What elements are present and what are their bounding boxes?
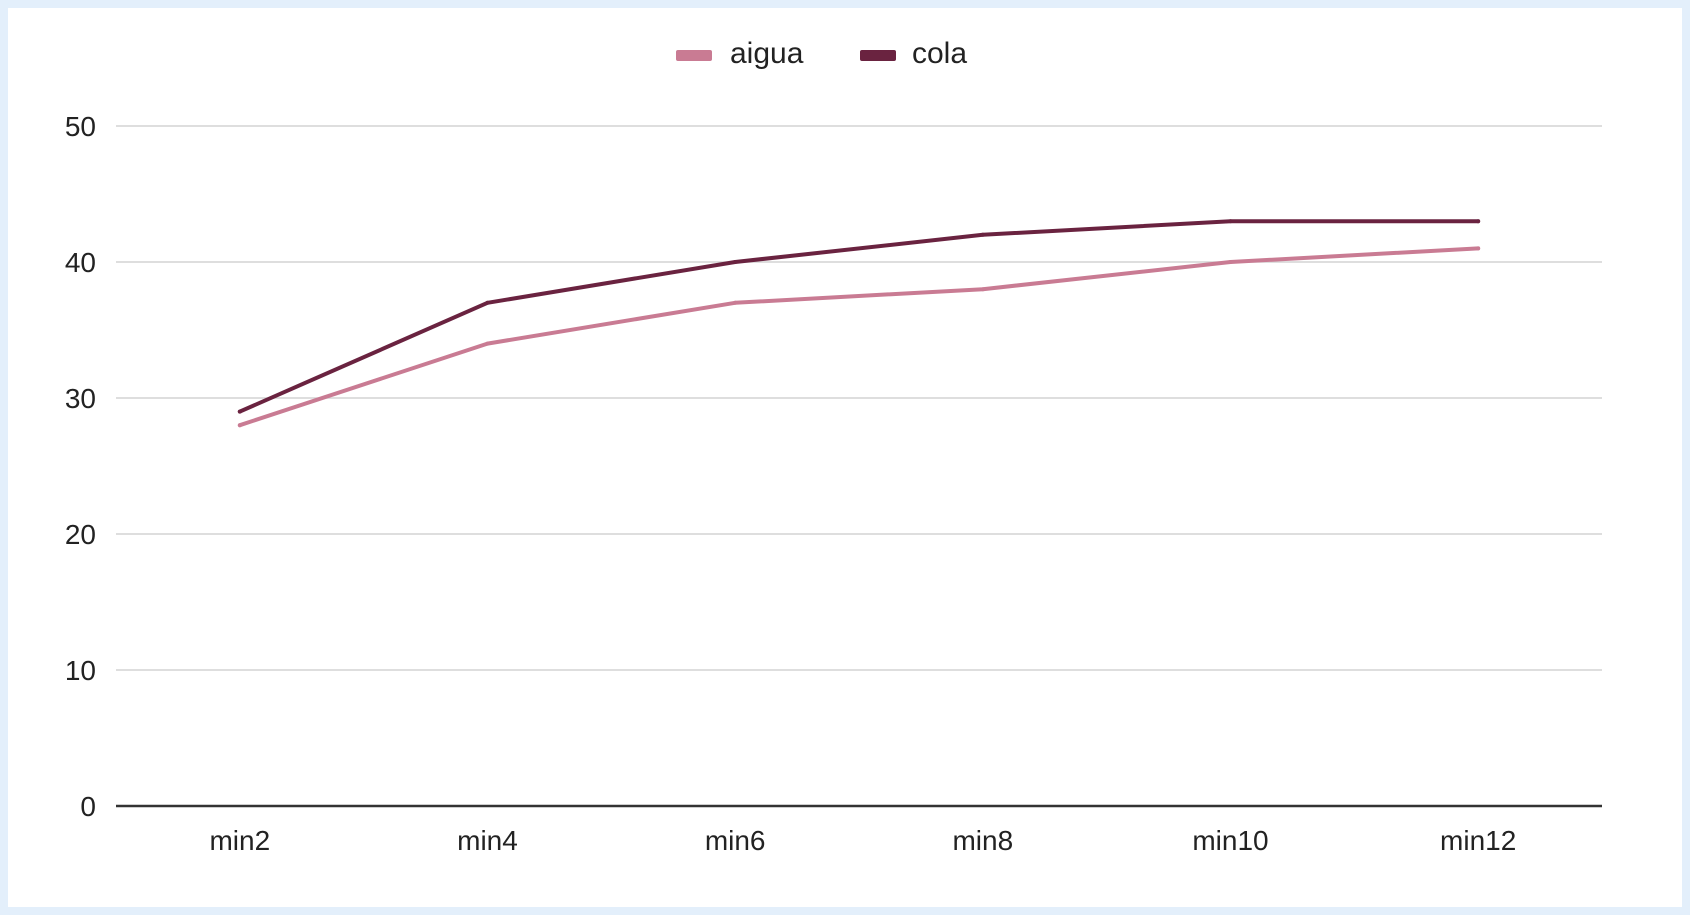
x-tick-label: min12 (1440, 825, 1516, 856)
series-line-cola (237, 219, 1481, 414)
x-tick-label: min8 (952, 825, 1013, 856)
series-line-aigua (237, 246, 1481, 428)
data-point-cola (1476, 219, 1481, 224)
legend: aigua cola (676, 37, 967, 70)
chart-panel: aigua cola 0 10 20 30 40 50 min2 min4 min6 min8 mi… (8, 8, 1682, 907)
x-tick-label: min2 (209, 825, 270, 856)
y-axis-ticks: 0 10 20 30 40 50 (65, 111, 96, 822)
series-layer (237, 219, 1481, 428)
y-tick-label: 10 (65, 655, 96, 686)
data-point-cola (485, 300, 490, 305)
y-tick-label: 50 (65, 111, 96, 142)
data-point-aigua (485, 341, 490, 346)
data-point-cola (980, 232, 985, 237)
legend-swatch-aigua (676, 50, 712, 61)
gridlines (116, 125, 1602, 671)
x-axis-ticks: min2 min4 min6 min8 min10 min12 (209, 825, 1516, 856)
data-point-cola (237, 409, 242, 414)
data-point-aigua (733, 300, 738, 305)
y-tick-label: 40 (65, 247, 96, 278)
data-point-cola (1228, 219, 1233, 224)
y-tick-label: 20 (65, 519, 96, 550)
y-tick-label: 0 (80, 791, 96, 822)
data-point-aigua (1228, 260, 1233, 264)
data-point-aigua (237, 423, 242, 428)
x-tick-label: min10 (1192, 825, 1268, 856)
data-point-aigua (980, 287, 985, 292)
y-tick-label: 30 (65, 383, 96, 414)
legend-label-aigua: aigua (730, 37, 804, 70)
x-tick-label: min4 (457, 825, 518, 856)
legend-label-cola: cola (912, 37, 967, 70)
legend-swatch-cola (860, 50, 896, 61)
x-tick-label: min6 (705, 825, 766, 856)
data-point-cola (733, 260, 738, 264)
data-point-aigua (1476, 246, 1481, 251)
